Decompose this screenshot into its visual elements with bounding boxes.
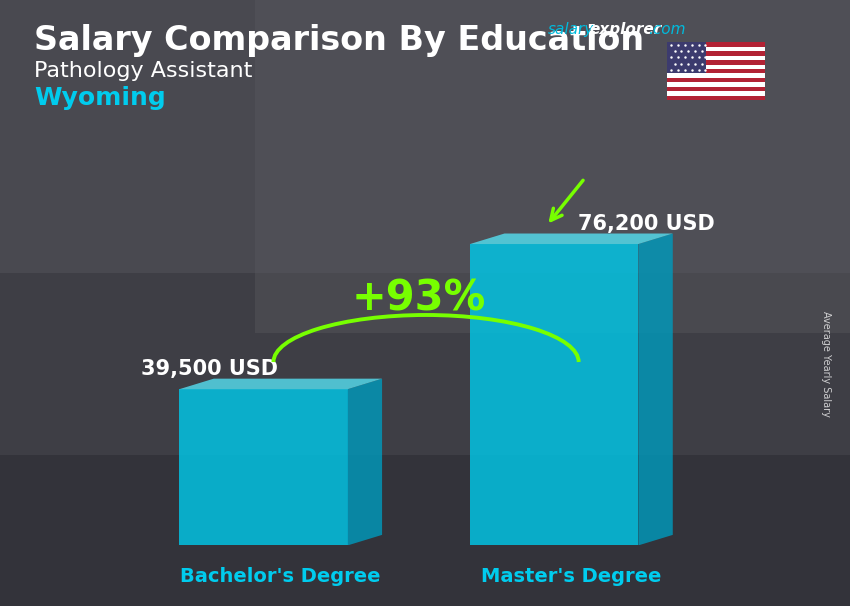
Bar bbox=[667, 47, 765, 52]
Text: 39,500 USD: 39,500 USD bbox=[141, 359, 279, 379]
Text: Bachelor's Degree: Bachelor's Degree bbox=[180, 567, 381, 586]
Bar bbox=[667, 96, 765, 100]
Text: Wyoming: Wyoming bbox=[34, 86, 166, 110]
Bar bbox=[667, 56, 765, 60]
Bar bbox=[667, 69, 765, 73]
Polygon shape bbox=[179, 389, 348, 545]
Bar bbox=[667, 91, 765, 96]
Polygon shape bbox=[470, 244, 638, 545]
Bar bbox=[667, 78, 765, 82]
Polygon shape bbox=[470, 233, 673, 244]
Bar bbox=[667, 82, 765, 87]
Polygon shape bbox=[348, 379, 382, 545]
Text: +93%: +93% bbox=[351, 278, 485, 320]
Bar bbox=[255, 0, 850, 333]
Text: explorer: explorer bbox=[589, 22, 661, 38]
Text: Salary Comparison By Education: Salary Comparison By Education bbox=[34, 24, 644, 57]
Bar bbox=[667, 60, 765, 65]
Bar bbox=[667, 65, 765, 69]
Text: Pathology Assistant: Pathology Assistant bbox=[34, 61, 252, 81]
Bar bbox=[0, 454, 850, 606]
Text: .com: .com bbox=[648, 22, 685, 38]
Polygon shape bbox=[179, 379, 382, 389]
Text: Master's Degree: Master's Degree bbox=[481, 567, 661, 586]
Polygon shape bbox=[638, 233, 673, 545]
Text: Average Yearly Salary: Average Yearly Salary bbox=[821, 311, 831, 416]
Text: 76,200 USD: 76,200 USD bbox=[578, 214, 714, 234]
Bar bbox=[0, 0, 850, 273]
Text: salary: salary bbox=[548, 22, 594, 38]
Bar bbox=[667, 42, 706, 73]
Bar bbox=[667, 42, 765, 47]
Bar bbox=[667, 52, 765, 56]
Bar bbox=[667, 87, 765, 91]
Bar bbox=[667, 73, 765, 78]
